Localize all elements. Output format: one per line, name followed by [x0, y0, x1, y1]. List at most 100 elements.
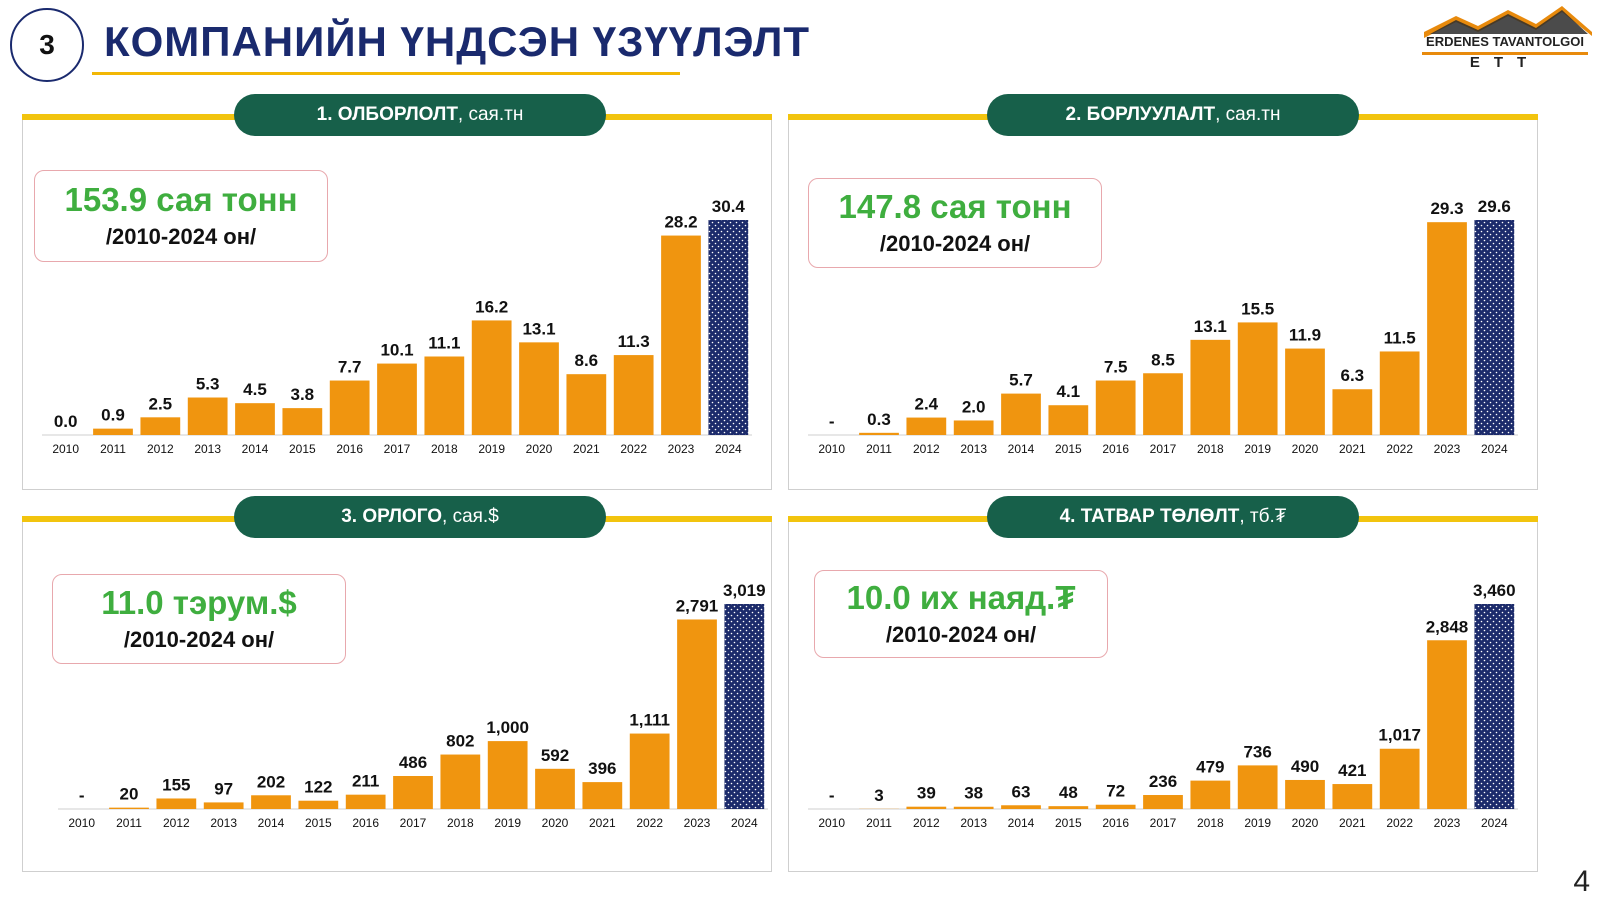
x-tick-label: 2012	[147, 442, 174, 456]
bar	[471, 320, 512, 435]
bar-chart: - 2010 0.3 2011 2.4 2012 2.0 2013 5.7 2014 4.1 2015…	[808, 197, 1518, 456]
x-tick-label: 2010	[818, 816, 845, 830]
data-label: 11.9	[1289, 326, 1321, 345]
bar	[1001, 805, 1041, 809]
bar	[235, 403, 275, 435]
x-tick-label: 2010	[818, 442, 845, 456]
x-tick-label: 2013	[960, 816, 987, 830]
title-underline	[92, 72, 680, 75]
bar	[1237, 322, 1278, 435]
summary-value: 147.8 сая тонн	[838, 187, 1072, 225]
data-label: -	[79, 786, 85, 805]
data-label: 5.3	[196, 375, 220, 394]
data-label: 39	[917, 784, 936, 803]
x-tick-label: 2012	[163, 816, 190, 830]
bar	[1237, 765, 1278, 809]
data-label: 802	[446, 732, 474, 751]
panel-title: 4. ТАТВАР ТӨЛӨЛТ	[1059, 506, 1240, 527]
bar	[629, 733, 670, 809]
x-tick-label: 2011	[100, 442, 126, 456]
bar	[1048, 405, 1089, 435]
x-tick-label: 2011	[866, 816, 892, 830]
bar	[1095, 804, 1136, 809]
data-label: 490	[1291, 757, 1319, 776]
data-label: 396	[588, 759, 616, 778]
data-label: 38	[964, 784, 983, 803]
x-tick-label: 2020	[1292, 816, 1319, 830]
data-label: 4.1	[1057, 382, 1081, 401]
summary-period: /2010-2024 он/	[879, 231, 1031, 257]
x-tick-label: 2014	[1008, 816, 1035, 830]
bar	[487, 741, 528, 809]
x-tick-label: 2022	[620, 442, 647, 456]
bar	[1332, 389, 1373, 435]
bar	[329, 380, 370, 435]
data-label: 5.7	[1009, 371, 1033, 390]
bar	[1379, 748, 1420, 809]
panel-tax: 4. ТАТВАР ТӨЛӨЛТ, тб.₮ 10.0 их наяд.₮ /2…	[788, 492, 1538, 872]
panel-revenue: 3. ОРЛОГО, сая.$ 11.0 тэрум.$ /2010-2024…	[22, 492, 772, 872]
data-label: 11.3	[618, 332, 650, 351]
svg-text:ERDENES TAVANTOLGOI: ERDENES TAVANTOLGOI	[1426, 34, 1584, 49]
x-tick-label: 2024	[1481, 816, 1508, 830]
x-tick-label: 2023	[684, 816, 711, 830]
panel-title: 1. ОЛБОРЛОЛТ	[316, 104, 458, 125]
bar	[1143, 795, 1183, 809]
x-tick-label: 2017	[1150, 442, 1177, 456]
data-label: 3,019	[723, 581, 766, 600]
bar	[424, 356, 465, 435]
data-label: 486	[399, 753, 427, 772]
x-tick-label: 2010	[52, 442, 79, 456]
panel-title-pill: 2. БОРЛУУЛАЛТ, сая.тн	[987, 94, 1359, 136]
data-label: 15.5	[1241, 299, 1274, 318]
bar	[156, 798, 197, 809]
data-label: 1,111	[629, 711, 670, 730]
panel-title: 2. БОРЛУУЛАЛТ	[1065, 104, 1216, 125]
x-tick-label: 2021	[573, 442, 600, 456]
x-tick-label: 2017	[400, 816, 427, 830]
bar-highlight	[1474, 220, 1515, 435]
summary-value: 10.0 их наяд.₮	[846, 578, 1076, 616]
x-tick-label: 2024	[1481, 442, 1508, 456]
data-label: 13.1	[522, 319, 555, 338]
x-tick-label: 2017	[1150, 816, 1177, 830]
bar	[440, 754, 481, 809]
x-tick-label: 2015	[305, 816, 332, 830]
x-tick-label: 2022	[1386, 816, 1413, 830]
data-label: 7.5	[1104, 358, 1128, 377]
bar	[93, 428, 133, 435]
bar	[1001, 393, 1041, 435]
data-label: 2.4	[915, 395, 939, 414]
x-tick-label: 2015	[1055, 442, 1082, 456]
data-label: 0.0	[54, 412, 78, 431]
svg-text:ЕТТ: ЕТТ	[1470, 54, 1540, 70]
x-tick-label: 2019	[478, 442, 505, 456]
x-tick-label: 2012	[913, 442, 940, 456]
data-label: 11.1	[428, 333, 460, 352]
panel-sales: 2. БОРЛУУЛАЛТ, сая.тн 147.8 сая тонн /20…	[788, 90, 1538, 490]
page-title: КОМПАНИЙН ҮНДСЭН ҮЗҮҮЛЭЛТ	[104, 18, 811, 65]
summary-box: 10.0 их наяд.₮ /2010-2024 он/	[814, 570, 1108, 658]
bar	[906, 806, 947, 809]
data-label: 30.4	[712, 197, 746, 216]
x-tick-label: 2010	[68, 816, 95, 830]
bar	[582, 782, 623, 809]
x-tick-label: 2020	[1292, 442, 1319, 456]
data-label: 211	[352, 772, 379, 791]
bar	[1285, 348, 1325, 435]
data-label: 2,791	[676, 596, 719, 615]
panel-unit: , сая.тн	[1215, 104, 1281, 125]
x-tick-label: 2019	[1244, 816, 1271, 830]
x-tick-label: 2016	[1102, 442, 1129, 456]
data-label: 0.9	[101, 406, 125, 425]
data-label: 1,017	[1378, 726, 1421, 745]
data-label: 72	[1106, 782, 1125, 801]
data-label: 2,848	[1426, 617, 1469, 636]
x-tick-label: 2013	[194, 442, 221, 456]
bar	[251, 795, 291, 809]
data-label: 8.5	[1151, 350, 1175, 369]
x-tick-label: 2023	[668, 442, 695, 456]
bar	[1332, 784, 1373, 809]
x-tick-label: 2018	[447, 816, 474, 830]
x-tick-label: 2023	[1434, 442, 1461, 456]
